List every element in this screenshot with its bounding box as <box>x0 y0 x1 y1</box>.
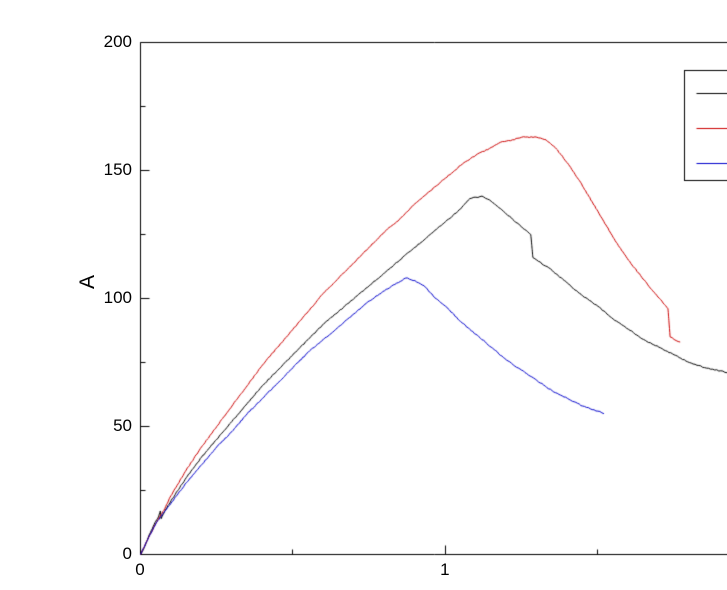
y-tick-label: 200 <box>103 32 132 51</box>
x-tick-label: 1 <box>440 560 450 579</box>
y-tick-label: 150 <box>103 160 132 179</box>
x-tick-label: 0 <box>135 560 145 579</box>
y-tick-label: 100 <box>103 288 132 307</box>
y-tick-label: 0 <box>122 544 132 563</box>
y-tick-label: 50 <box>113 416 132 435</box>
